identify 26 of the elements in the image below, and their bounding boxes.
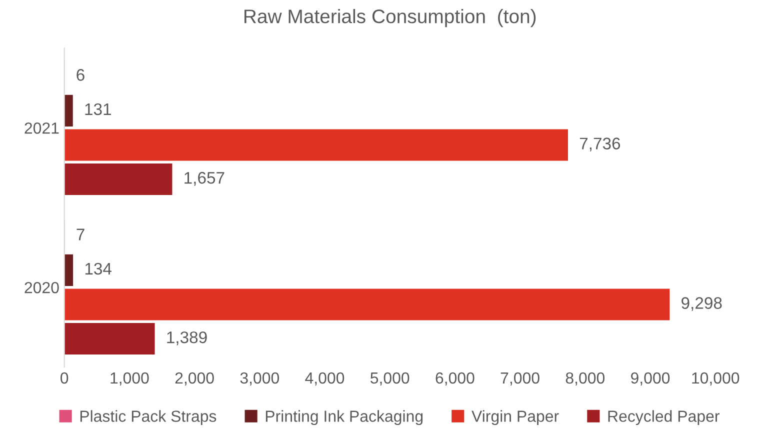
data-label: 131 <box>85 103 111 116</box>
legend-label: Virgin Paper <box>472 410 559 426</box>
data-label: 6 <box>76 69 84 81</box>
x-tick-label: 7,000 <box>500 372 540 386</box>
data-label: 9,298 <box>682 297 722 311</box>
y-tick-label: 2020 <box>24 282 59 294</box>
x-tick-label: 9,000 <box>631 372 670 386</box>
x-tick-label: 6,000 <box>436 372 474 386</box>
y-tick-label: 2021 <box>24 122 59 134</box>
data-label: 134 <box>85 262 112 275</box>
legend-label: Recycled Paper <box>608 410 720 426</box>
x-tick-label: 8,000 <box>566 372 605 386</box>
x-tick-label: 5,000 <box>370 372 410 386</box>
x-tick-label: 2,000 <box>175 372 214 386</box>
data-label: 7 <box>76 228 84 240</box>
legend-label: Printing Ink Packaging <box>266 410 423 426</box>
data-label: 7,736 <box>580 138 620 152</box>
x-tick-label: 10,000 <box>692 372 740 386</box>
data-label: 1,657 <box>184 172 224 186</box>
x-tick-label: 0 <box>60 372 68 384</box>
x-tick-label: 1,000 <box>110 372 149 386</box>
legend-label: Plastic Pack Straps <box>80 410 216 426</box>
chart-title: Raw Materials Consumption (ton) <box>244 8 536 28</box>
x-tick-label: 3,000 <box>240 372 280 386</box>
x-tick-label: 4,000 <box>305 372 344 386</box>
data-label: 1,389 <box>167 331 207 346</box>
